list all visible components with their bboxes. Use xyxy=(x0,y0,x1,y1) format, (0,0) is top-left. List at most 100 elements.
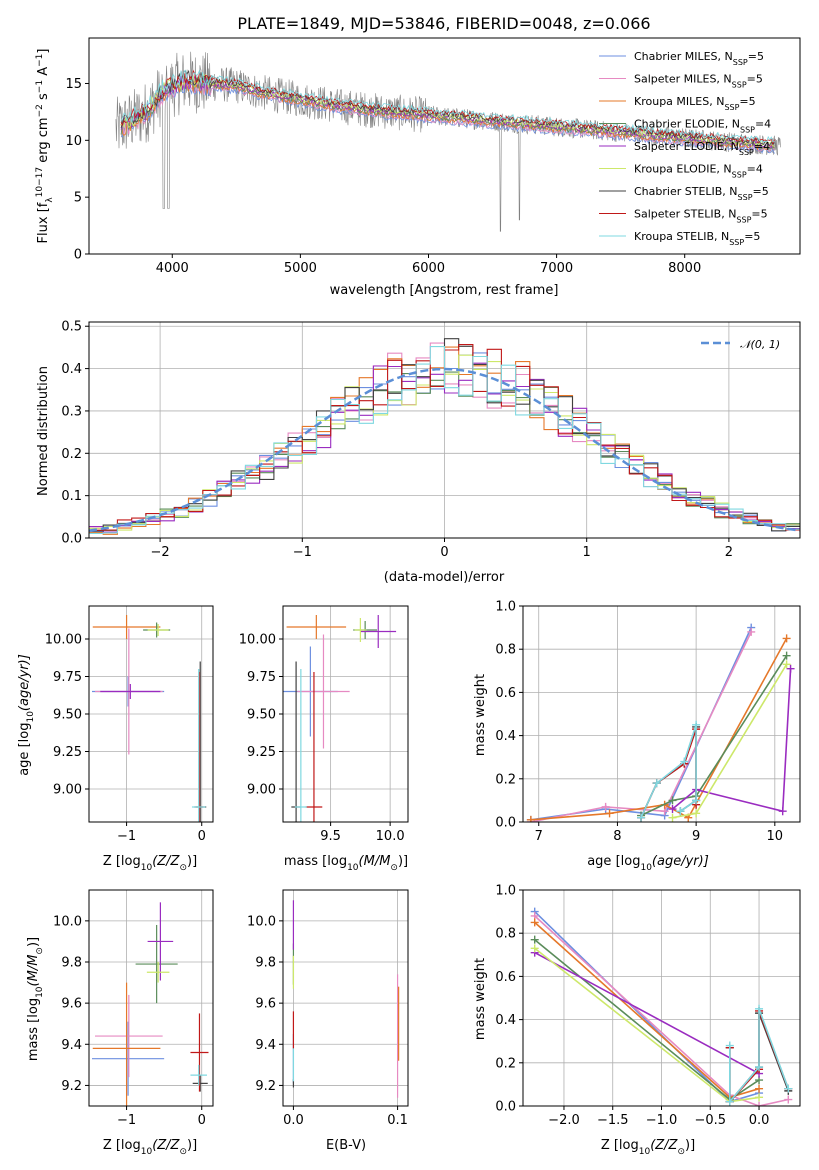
weight-marker-salpeter-miles xyxy=(747,627,756,636)
y-tick-label: 9.50 xyxy=(53,708,82,723)
weight-marker-kroupa-miles xyxy=(605,809,614,818)
residuals-legend: 𝒩(0, 1) xyxy=(701,338,780,351)
legend-label-normal: 𝒩(0, 1) xyxy=(740,338,780,351)
weight-marker-kroupa-miles xyxy=(782,634,791,643)
y-tick-label: 9.4 xyxy=(61,1038,82,1053)
y-tick-label: 0.4 xyxy=(61,362,82,377)
spectrum-title: PLATE=1849, MJD=53846, FIBERID=0048, z=0… xyxy=(237,14,650,33)
x-tick-label: 9.5 xyxy=(320,829,341,844)
age-vs-metallicity-ylabel: age [log10(age/yr)] xyxy=(17,654,36,776)
age-vs-mass-panel: 9.5 10.0 9.00 9.25 9.50 9.75 10.00 mass [log10… xyxy=(239,605,409,873)
x-tick-label: 10.0 xyxy=(376,829,405,844)
x-tick-label: 0.0 xyxy=(283,1113,304,1128)
x-tick-label: −1 xyxy=(293,545,312,560)
weight-marker-kroupa-stelib xyxy=(637,813,646,822)
legend-label-kroupa-miles: Kroupa MILES, NSSP=5 xyxy=(634,95,756,112)
x-tick-label: 7 xyxy=(535,829,543,844)
y-tick-label: 0 xyxy=(74,248,82,263)
weight-marker-kroupa-stelib xyxy=(755,1004,764,1013)
weight-marker-kroupa-stelib xyxy=(692,720,701,729)
x-tick-label: 1 xyxy=(583,545,591,560)
y-tick-label: 0.1 xyxy=(61,489,82,504)
legend-label-salpeter-stelib: Salpeter STELIB, NSSP=5 xyxy=(634,208,768,225)
weight-vs-age-xlabel: age [log10(age/yr)] xyxy=(587,854,709,873)
weight-marker-chabrier-elodie xyxy=(530,935,539,944)
errorbar-chabrier-stelib xyxy=(192,1075,208,1092)
x-tick-label: −1 xyxy=(117,829,136,844)
weight-line-kroupa-stelib xyxy=(640,724,697,819)
axes-frame xyxy=(88,889,214,1107)
y-tick-label: 9.25 xyxy=(53,745,82,760)
y-tick-label: 1.0 xyxy=(495,600,516,615)
weight-vs-metallicity-xlabel: Z [log10(Z/Z⊙)] xyxy=(601,1138,695,1157)
weight-vs-age-ylabel: mass weight xyxy=(473,674,488,756)
errorbar-salpeter-elodie xyxy=(100,684,161,699)
errorbar-salpeter-miles xyxy=(297,634,350,749)
weight-marker-kroupa-stelib xyxy=(725,1097,734,1106)
weight-marker-kroupa-stelib xyxy=(692,796,701,805)
y-tick-label: 5 xyxy=(74,191,82,206)
age-vs-mass-xlabel: mass [log10(M/M⊙)] xyxy=(284,854,408,873)
weight-marker-salpeter-miles xyxy=(601,802,610,811)
x-tick-label: −1.0 xyxy=(646,1113,678,1128)
y-tick-label: 0.0 xyxy=(495,816,516,831)
weight-marker-kroupa-elodie xyxy=(530,944,539,953)
y-tick-label: 10.0 xyxy=(53,914,82,929)
y-tick-label: 15 xyxy=(65,77,82,92)
y-tick-label: 0.0 xyxy=(61,532,82,547)
plot-area xyxy=(92,615,207,822)
axes-frame xyxy=(522,605,801,823)
y-tick-label: 1.0 xyxy=(495,884,516,899)
weight-marker-kroupa-stelib xyxy=(652,779,661,788)
normal-curve xyxy=(89,367,800,532)
weight-marker-kroupa-elodie xyxy=(668,813,677,822)
model-chabrier-elodie xyxy=(120,75,775,150)
legend-label-kroupa-stelib: Kroupa STELIB, NSSP=5 xyxy=(634,230,760,247)
weight-marker-kroupa-elodie xyxy=(782,660,791,669)
weight-marker-kroupa-miles xyxy=(526,815,535,822)
y-tick-label: 9.2 xyxy=(61,1079,82,1094)
y-tick-label: 9.6 xyxy=(255,997,276,1012)
y-tick-label: 10.00 xyxy=(45,633,82,648)
weight-marker-chabrier-elodie xyxy=(782,651,791,660)
weight-marker-kroupa-stelib xyxy=(725,1041,734,1050)
weight-marker-kroupa-elodie xyxy=(755,1093,764,1102)
errorbar-kroupa-stelib xyxy=(191,669,206,822)
weight-marker-salpeter-elodie xyxy=(786,664,795,673)
weight-marker-kroupa-stelib xyxy=(784,1084,793,1093)
residuals-ylabel: Normed distribution xyxy=(36,366,51,496)
y-tick-label: 9.8 xyxy=(255,956,276,971)
weight-marker-salpeter-miles xyxy=(755,1102,764,1106)
errorbar-kroupa-stelib xyxy=(294,669,307,822)
weight-line-chabrier-miles xyxy=(534,911,760,1103)
weight-marker-kroupa-miles xyxy=(530,918,539,927)
weight-vs-metallicity-panel: −2.0 −1.5 −1.0 −0.5 0.0 0.0 0.2 0.4 0.6 0.8 1.0 Z … xyxy=(473,884,801,1157)
plot-area xyxy=(115,51,781,232)
mass-vs-ebv-panel: 0.0 0.1 9.2 9.4 9.6 9.8 10.0 E(B-V) xyxy=(247,889,409,1153)
x-tick-label: 6000 xyxy=(412,261,445,276)
x-tick-label: 5000 xyxy=(284,261,317,276)
x-tick-label: 0.0 xyxy=(749,1113,770,1128)
legend-label-kroupa-elodie: Kroupa ELODIE, NSSP=4 xyxy=(634,163,763,180)
errorbar-kroupa-miles xyxy=(92,615,161,639)
errorbar-chabrier-miles xyxy=(92,1021,165,1096)
spectrum-panel: PLATE=1849, MJD=53846, FIBERID=0048, z=0… xyxy=(35,14,801,298)
x-tick-label: 10 xyxy=(767,829,784,844)
legend-label-salpeter-elodie: Salpeter ELODIE, NSSP=4 xyxy=(634,140,770,157)
y-tick-label: 10 xyxy=(65,134,82,149)
x-tick-label: 0 xyxy=(440,545,448,560)
x-tick-label: 0 xyxy=(198,829,206,844)
plot-area xyxy=(292,900,400,1098)
weight-line-kroupa-miles xyxy=(530,638,788,821)
plot-area xyxy=(89,338,800,535)
plot-area xyxy=(526,623,795,822)
y-tick-label: 0.2 xyxy=(495,1056,516,1071)
errorbar-chabrier-elodie xyxy=(135,924,178,1004)
model-salpeter-elodie xyxy=(120,75,775,149)
errorbar-kroupa-miles xyxy=(92,982,161,1106)
errorbar-kroupa-elodie xyxy=(147,624,169,636)
y-tick-label: 10.00 xyxy=(239,633,276,648)
weight-vs-metallicity-ylabel: mass weight xyxy=(473,958,488,1040)
axes-frame xyxy=(88,37,801,255)
errorbar-salpeter-elodie xyxy=(360,615,397,648)
